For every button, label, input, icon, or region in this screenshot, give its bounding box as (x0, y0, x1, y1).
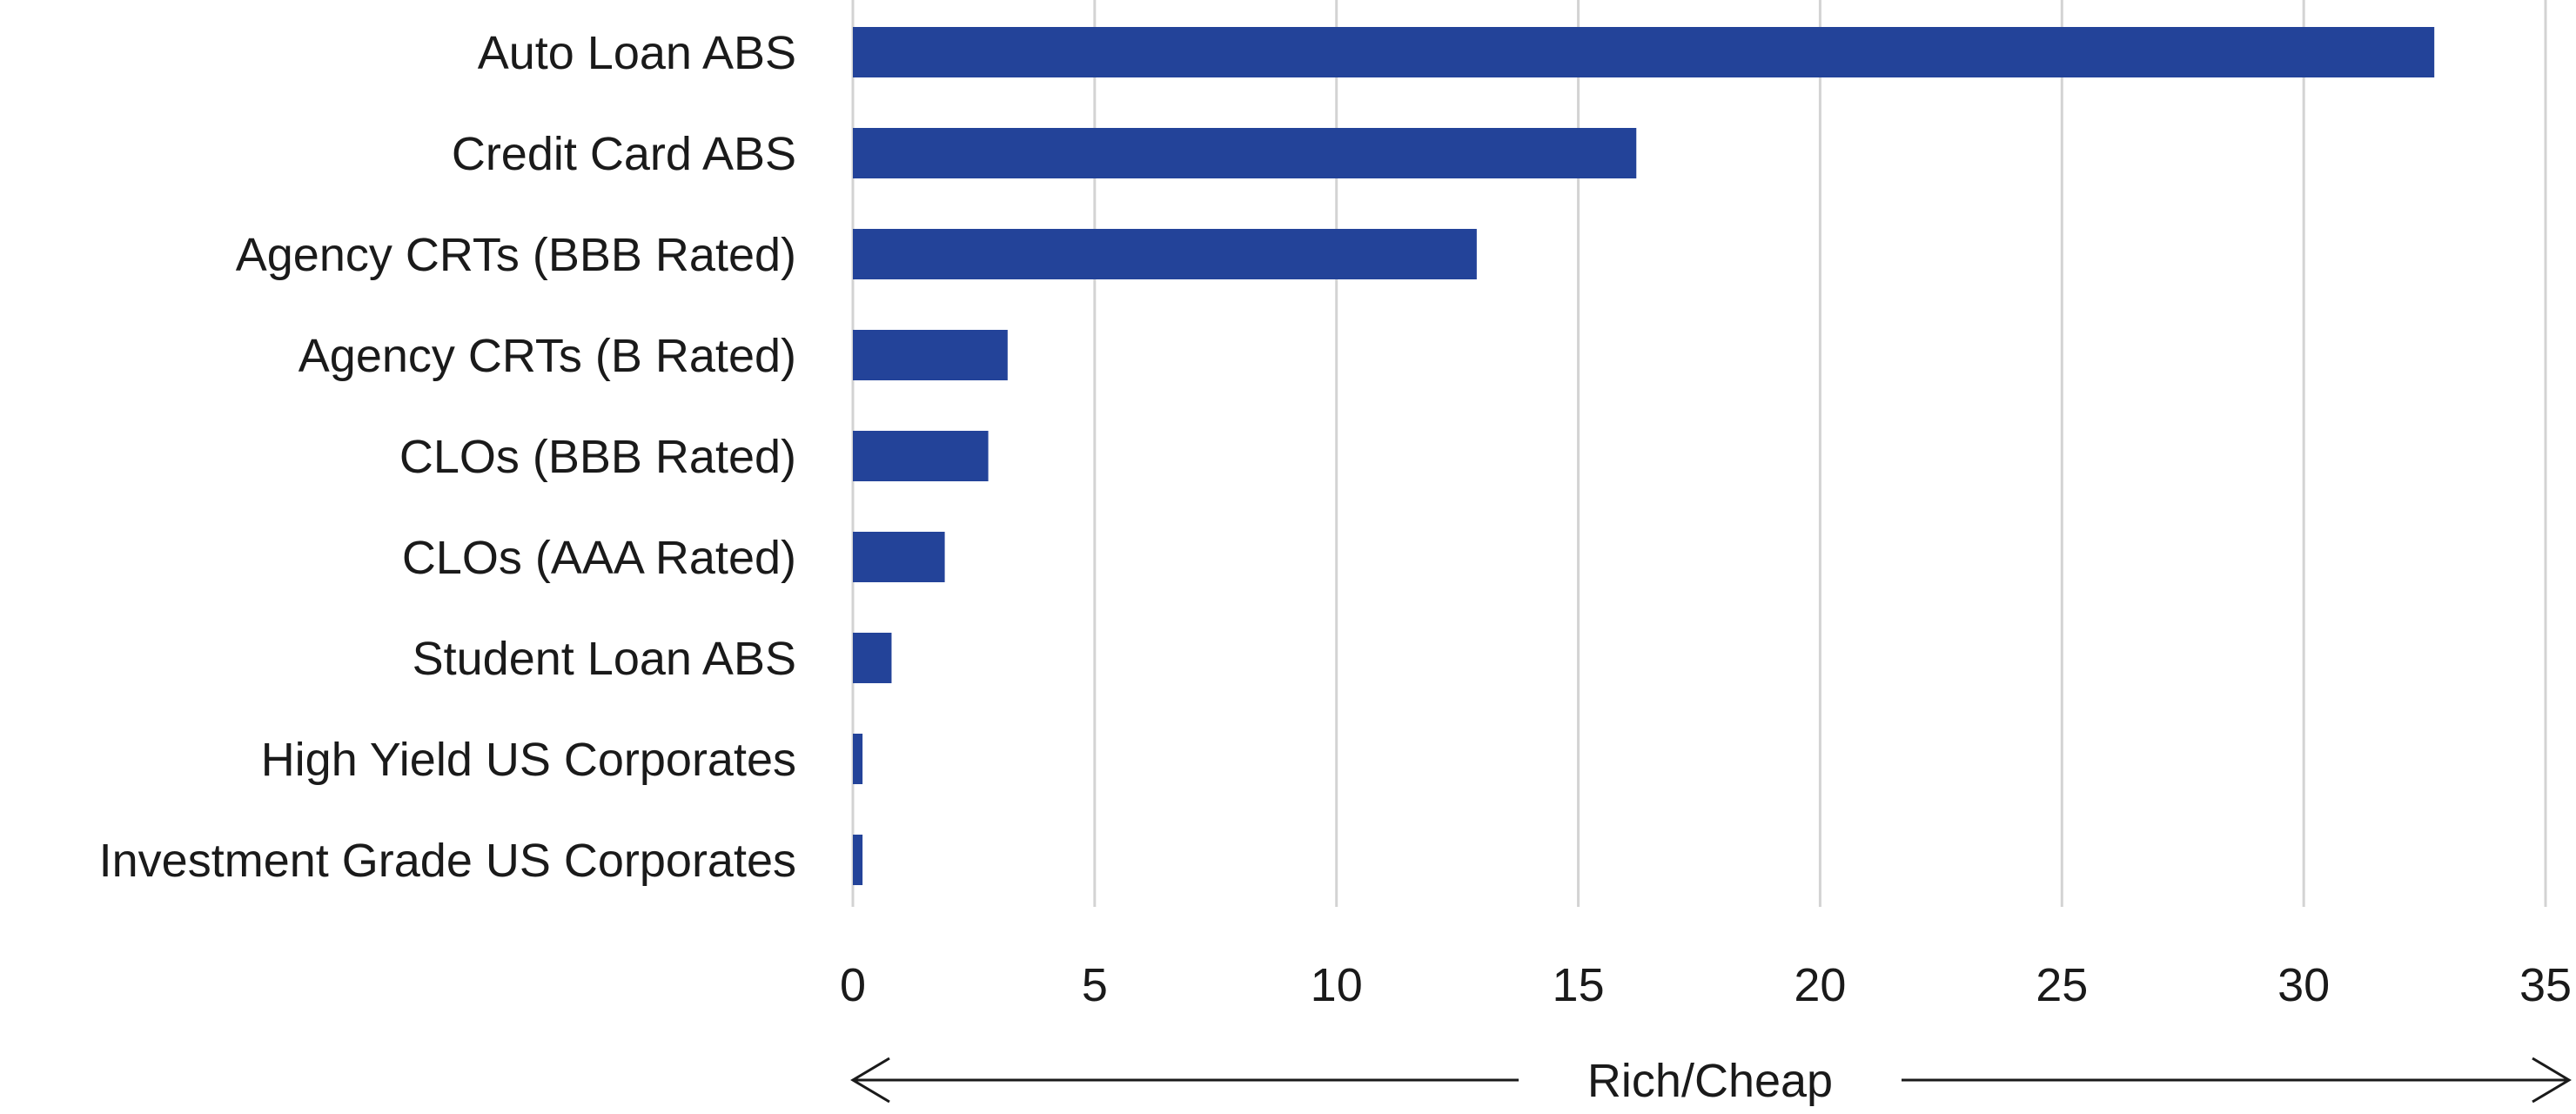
category-label: Auto Loan ABS (478, 27, 796, 79)
x-tick-labels: 0 5 10 15 20 25 30 35 (840, 959, 2572, 1011)
bar (853, 532, 945, 582)
bar (853, 835, 863, 885)
bar (853, 128, 1637, 178)
x-tick-label: 35 (2519, 959, 2572, 1011)
x-tick-label: 10 (1311, 959, 1363, 1011)
x-tick-label: 0 (840, 959, 866, 1011)
category-labels: Auto Loan ABS Credit Card ABS Agency CRTs … (99, 27, 796, 887)
bars (853, 27, 2435, 885)
x-tick-label: 25 (2036, 959, 2088, 1011)
category-label: Student Loan ABS (413, 633, 796, 685)
x-axis-title-group: Rich/Cheap (850, 1055, 2572, 1107)
bar (853, 330, 1008, 380)
bar (853, 431, 989, 481)
bar (853, 27, 2435, 77)
category-label: High Yield US Corporates (261, 734, 796, 786)
bar (853, 633, 892, 683)
arrow-right-icon (1902, 1057, 2572, 1104)
category-label: Agency CRTs (B Rated) (299, 330, 796, 382)
bar (853, 229, 1477, 279)
x-tick-label: 15 (1553, 959, 1605, 1011)
x-tick-label: 30 (2277, 959, 2330, 1011)
x-axis-title: Rich/Cheap (1587, 1055, 1833, 1107)
category-label: Investment Grade US Corporates (99, 835, 796, 887)
bar (853, 734, 863, 784)
category-label: CLOs (BBB Rated) (399, 431, 796, 483)
x-tick-label: 5 (1082, 959, 1108, 1011)
arrow-left-icon (850, 1057, 1519, 1104)
category-label: Agency CRTs (BBB Rated) (236, 229, 796, 281)
x-tick-label: 20 (1794, 959, 1846, 1011)
category-label: Credit Card ABS (452, 128, 796, 180)
category-label: CLOs (AAA Rated) (402, 532, 796, 584)
